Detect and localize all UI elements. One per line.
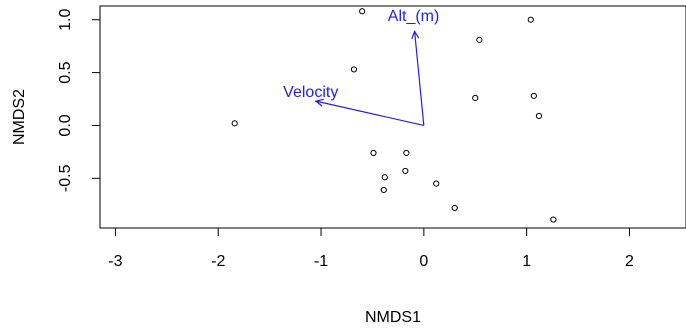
data-point xyxy=(535,112,543,120)
vector-label: Alt_(m) xyxy=(388,8,440,25)
x-axis: -3 -2 -1 0 1 2 xyxy=(108,227,634,270)
x-tick-label: 2 xyxy=(625,253,634,270)
data-point xyxy=(380,186,387,194)
y-tick-label: 1.0 xyxy=(57,9,74,31)
vector-arrowhead xyxy=(314,98,324,107)
data-point xyxy=(476,36,483,43)
y-tick-label: -0.5 xyxy=(57,164,74,192)
x-tick-label: -2 xyxy=(211,253,225,270)
x-axis-title: NMDS1 xyxy=(365,309,421,326)
y-tick-label: 0.0 xyxy=(57,114,74,136)
vector-velocity xyxy=(315,100,424,127)
y-axis-title: NMDS2 xyxy=(11,89,28,145)
x-tick-label: -3 xyxy=(108,253,122,270)
data-point xyxy=(472,94,479,102)
vector-alt-m xyxy=(413,31,425,126)
y-axis: -0.5 0.0 0.5 1.0 xyxy=(57,9,101,192)
data-point xyxy=(381,174,388,181)
data-point xyxy=(527,16,534,23)
x-tick-label: 0 xyxy=(419,253,428,270)
vectors-layer: Alt_(m) Velocity xyxy=(283,8,440,127)
data-point xyxy=(402,167,409,175)
data-point xyxy=(451,204,458,212)
data-point xyxy=(350,66,358,73)
data-point xyxy=(403,149,410,157)
x-tick-label: -1 xyxy=(314,253,328,270)
data-point xyxy=(550,216,557,223)
y-tick-label: 0.5 xyxy=(57,61,74,83)
x-tick-label: 1 xyxy=(522,253,531,270)
data-point xyxy=(433,180,440,187)
vector-arrowhead xyxy=(411,29,420,40)
points-layer xyxy=(231,8,557,223)
vector-label: Velocity xyxy=(283,84,338,101)
data-point xyxy=(370,149,377,157)
data-point xyxy=(231,120,238,127)
data-point xyxy=(530,92,537,99)
plot-box xyxy=(99,5,686,229)
data-point xyxy=(359,8,366,15)
